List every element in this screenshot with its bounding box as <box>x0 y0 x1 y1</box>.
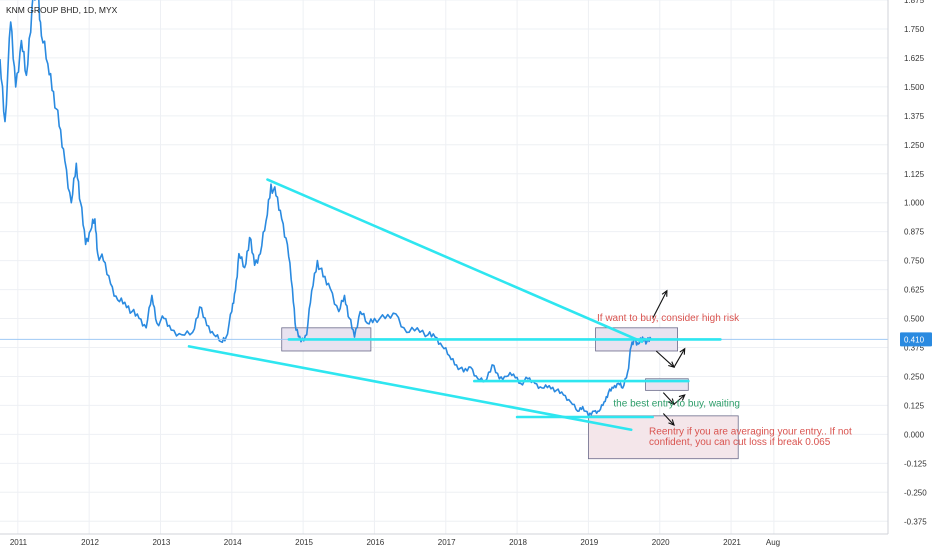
arrow-head <box>678 394 686 401</box>
chart-title: KNM GROUP BHD, 1D, MYX <box>6 5 118 15</box>
y-tick-label: 0.375 <box>904 344 925 353</box>
x-tick-label: 2021 <box>723 538 741 547</box>
x-tick-label: Aug <box>766 538 780 547</box>
last-price-label-bg <box>900 332 932 347</box>
annotation-text: Reentry if you are averaging your entry.… <box>649 426 852 437</box>
y-tick-label: 0.875 <box>904 228 925 237</box>
x-tick-label: 2019 <box>580 538 598 547</box>
y-tick-label: 1.500 <box>904 83 925 92</box>
x-tick-label: 2015 <box>295 538 313 547</box>
y-tick-label: -0.375 <box>904 517 927 526</box>
price-layer <box>0 0 888 417</box>
trendline-layer <box>187 178 722 432</box>
y-tick-label: 1.625 <box>904 54 925 63</box>
x-tick-label: 2013 <box>152 538 170 547</box>
annotation-text: the best entry to buy, waiting <box>613 399 740 410</box>
arrow-shaft <box>673 348 686 368</box>
x-axis: 2011 2012 2013 2014 2015 2016 2017 2018 2019 2020… <box>0 533 932 550</box>
x-axis-bg <box>0 534 932 550</box>
y-tick-label: 0.500 <box>904 315 925 324</box>
annotation-text: confident, you can cut loss if break 0.0… <box>649 437 831 448</box>
arrow-layer <box>652 289 686 427</box>
x-tick-label: 2011 <box>10 538 28 547</box>
arrow-shaft <box>652 290 668 319</box>
x-tick-label: 2017 <box>438 538 456 547</box>
zone-box <box>645 378 689 391</box>
y-tick-label: 0.750 <box>904 257 925 266</box>
arrow-head <box>668 419 675 427</box>
price-series-line <box>0 0 652 417</box>
grid-layer <box>0 0 888 534</box>
last-price-label: 0.410 <box>904 335 925 344</box>
y-tick-label: 1.000 <box>904 199 925 208</box>
arrow-head <box>679 347 686 355</box>
y-tick-label: 0.000 <box>904 430 925 439</box>
arrow-shaft <box>662 413 675 426</box>
x-tick-label: 2016 <box>366 538 384 547</box>
arrow-shaft <box>662 392 675 405</box>
x-tick-label: 2020 <box>652 538 670 547</box>
annotation-layer: If want to buy, consider high risk the be… <box>597 313 852 448</box>
y-tick-label: 1.375 <box>904 112 925 121</box>
trendline <box>266 178 644 344</box>
y-tick-label: 1.125 <box>904 170 925 179</box>
y-tick-label: 0.125 <box>904 401 925 410</box>
y-axis-bg <box>888 0 932 550</box>
y-axis: 1.875 1.750 1.625 1.500 1.375 1.250 1.125 1.000… <box>887 0 932 550</box>
y-tick-label: 0.625 <box>904 286 925 295</box>
y-tick-label: 0.250 <box>904 372 925 381</box>
annotation-text: If want to buy, consider high risk <box>597 313 740 324</box>
arrow-shaft <box>655 350 675 368</box>
y-tick-label: 1.250 <box>904 141 925 150</box>
x-tick-label: 2018 <box>509 538 527 547</box>
y-tick-label: 1.750 <box>904 25 925 34</box>
y-tick-label: -0.125 <box>904 459 927 468</box>
x-tick-label: 2014 <box>224 538 242 547</box>
zone-box <box>588 415 739 460</box>
arrow-shaft <box>673 394 686 405</box>
y-tick-label: -0.250 <box>904 488 927 497</box>
x-tick-label: 2012 <box>81 538 99 547</box>
y-tick-label: 1.875 <box>904 0 925 5</box>
arrow-head <box>661 289 668 297</box>
